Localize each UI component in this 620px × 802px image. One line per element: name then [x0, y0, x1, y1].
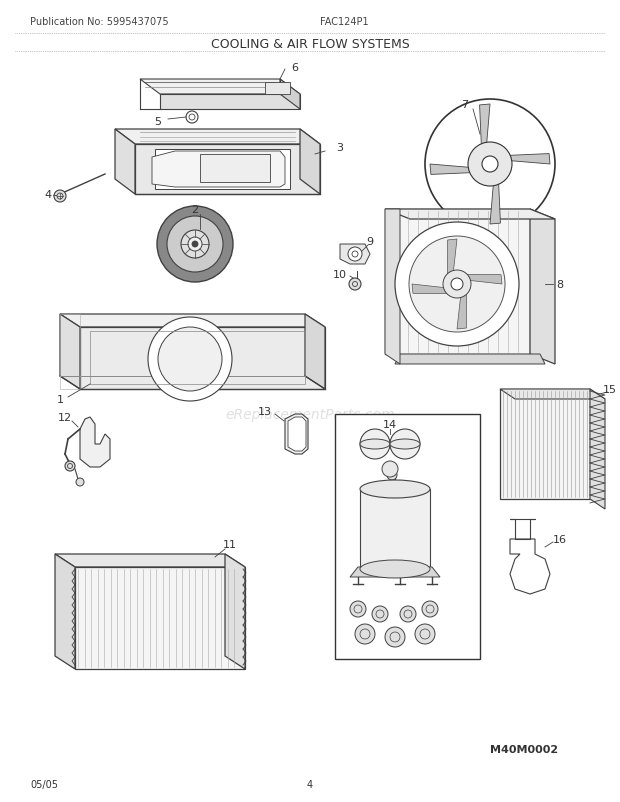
Polygon shape: [395, 354, 545, 365]
Polygon shape: [340, 245, 370, 265]
Circle shape: [443, 270, 471, 298]
Circle shape: [355, 624, 375, 644]
Circle shape: [148, 318, 232, 402]
Polygon shape: [590, 390, 605, 509]
Polygon shape: [288, 418, 306, 452]
Ellipse shape: [360, 439, 390, 449]
Text: 05/05: 05/05: [30, 779, 58, 789]
Polygon shape: [480, 105, 490, 164]
Circle shape: [349, 278, 361, 290]
Ellipse shape: [390, 439, 420, 449]
Polygon shape: [350, 567, 440, 577]
Polygon shape: [115, 130, 320, 145]
Circle shape: [350, 602, 366, 618]
Ellipse shape: [360, 480, 430, 498]
Text: Publication No: 5995437075: Publication No: 5995437075: [30, 17, 169, 27]
Text: 2: 2: [192, 205, 198, 215]
Circle shape: [54, 191, 66, 203]
Polygon shape: [160, 95, 300, 110]
Polygon shape: [280, 80, 300, 110]
Polygon shape: [412, 285, 454, 294]
Circle shape: [385, 627, 405, 647]
Text: 9: 9: [366, 237, 374, 247]
Polygon shape: [360, 489, 430, 569]
Text: 3: 3: [337, 143, 343, 153]
Bar: [200, 155, 270, 183]
Circle shape: [451, 278, 463, 290]
Circle shape: [348, 248, 362, 261]
Text: COOLING & AIR FLOW SYSTEMS: COOLING & AIR FLOW SYSTEMS: [211, 38, 409, 51]
Circle shape: [181, 231, 209, 259]
Polygon shape: [500, 390, 605, 399]
Circle shape: [422, 602, 438, 618]
Text: 7: 7: [461, 100, 469, 110]
Polygon shape: [500, 390, 590, 500]
Circle shape: [382, 461, 398, 477]
Polygon shape: [115, 130, 135, 195]
Text: 12: 12: [58, 412, 72, 423]
Polygon shape: [80, 418, 110, 468]
Text: 10: 10: [333, 269, 347, 280]
Polygon shape: [385, 210, 530, 354]
Circle shape: [409, 237, 505, 333]
Circle shape: [65, 461, 75, 472]
Text: 14: 14: [383, 419, 397, 429]
Polygon shape: [140, 80, 300, 95]
Polygon shape: [300, 130, 320, 195]
Polygon shape: [75, 567, 245, 669]
Polygon shape: [285, 415, 308, 455]
Circle shape: [372, 606, 388, 622]
Polygon shape: [448, 240, 457, 282]
Text: 6: 6: [291, 63, 298, 73]
Polygon shape: [492, 155, 550, 164]
Circle shape: [387, 471, 397, 480]
Text: 15: 15: [603, 384, 617, 395]
Polygon shape: [60, 314, 80, 390]
Circle shape: [157, 207, 233, 282]
Polygon shape: [152, 152, 285, 188]
Polygon shape: [135, 145, 320, 195]
Text: 4: 4: [45, 190, 51, 200]
Text: 5: 5: [154, 117, 161, 127]
Polygon shape: [155, 150, 290, 190]
Polygon shape: [385, 210, 555, 220]
Polygon shape: [60, 314, 325, 327]
Text: 13: 13: [258, 407, 272, 416]
Polygon shape: [55, 554, 75, 669]
Text: eReplacementParts.com: eReplacementParts.com: [225, 407, 395, 422]
Text: FAC124P1: FAC124P1: [320, 17, 369, 27]
Text: M40M0002: M40M0002: [490, 744, 558, 754]
Polygon shape: [225, 554, 245, 669]
Polygon shape: [430, 164, 489, 175]
Polygon shape: [265, 83, 290, 95]
Polygon shape: [459, 275, 502, 285]
Circle shape: [468, 143, 512, 187]
Polygon shape: [530, 210, 555, 365]
Polygon shape: [305, 314, 325, 390]
Circle shape: [415, 624, 435, 644]
Text: 11: 11: [223, 539, 237, 549]
Circle shape: [167, 217, 223, 273]
Polygon shape: [80, 327, 325, 390]
Circle shape: [400, 606, 416, 622]
Circle shape: [360, 429, 390, 460]
Circle shape: [76, 479, 84, 486]
Text: 1: 1: [56, 395, 63, 404]
Circle shape: [482, 157, 498, 172]
Polygon shape: [385, 210, 400, 365]
Circle shape: [390, 429, 420, 460]
Polygon shape: [55, 554, 245, 567]
Text: 8: 8: [556, 280, 564, 290]
Text: 4: 4: [307, 779, 313, 789]
Circle shape: [395, 223, 519, 346]
Circle shape: [192, 241, 198, 248]
Polygon shape: [490, 166, 500, 225]
Ellipse shape: [360, 561, 430, 578]
Text: 16: 16: [553, 534, 567, 545]
Bar: [335, 415, 480, 659]
Circle shape: [188, 237, 202, 252]
Polygon shape: [457, 287, 467, 330]
Circle shape: [158, 327, 222, 391]
